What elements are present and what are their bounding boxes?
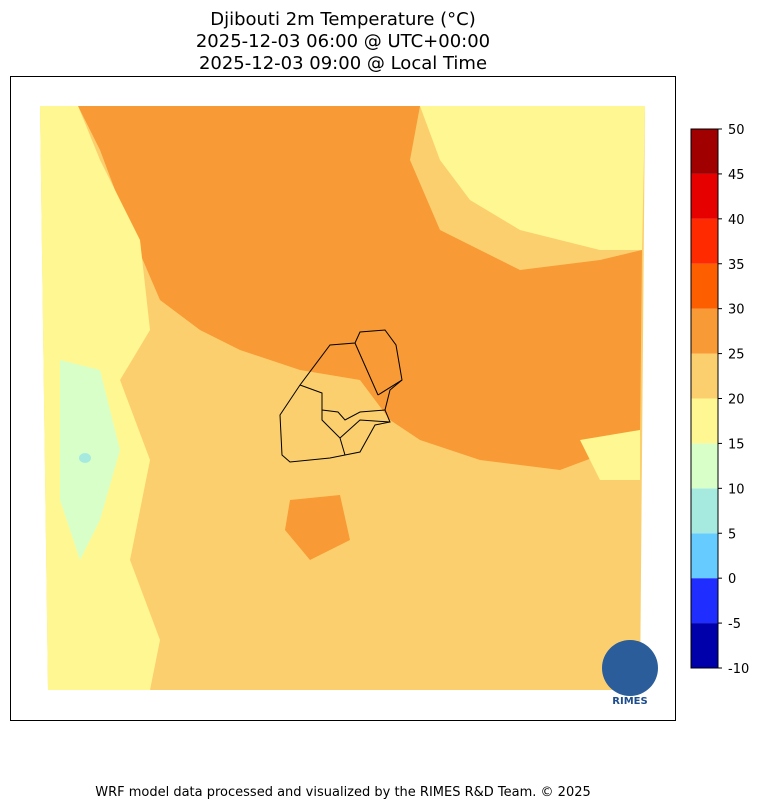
field-coolest xyxy=(79,453,91,463)
colorbar-tick-label: 50 xyxy=(728,123,745,138)
colorbar-segment xyxy=(691,578,718,624)
country-border xyxy=(279,329,403,463)
colorbar-tick-label: 35 xyxy=(728,258,745,273)
footer: WRF model data processed and visualized … xyxy=(95,785,591,800)
colorbar-segment xyxy=(691,218,718,264)
logo-text: RIMES xyxy=(612,696,647,707)
colorbar-tick-label: 45 xyxy=(728,168,745,183)
colorbar-segment xyxy=(691,308,718,354)
colorbar-tick-label: -10 xyxy=(728,662,749,677)
colorbar-segment xyxy=(691,353,718,399)
temperature-field: RIMES xyxy=(40,106,658,707)
colorbar-segment xyxy=(691,488,718,534)
field-cool xyxy=(420,106,645,250)
field-warm xyxy=(285,495,350,560)
colorbar-tick-label: -5 xyxy=(728,617,741,632)
title-line: Djibouti 2m Temperature (°C) xyxy=(210,9,476,30)
colorbar-tick-label: 15 xyxy=(728,437,745,452)
title-line: 2025-12-03 06:00 @ UTC+00:00 xyxy=(196,31,490,52)
colorbar-segment xyxy=(691,263,718,309)
colorbar-tick-label: 25 xyxy=(728,348,745,363)
colorbar-tick-label: 20 xyxy=(728,393,745,408)
colorbar-tick-label: 30 xyxy=(728,303,745,318)
field-cool xyxy=(580,430,640,480)
region-border xyxy=(299,342,403,456)
colorbar-segment xyxy=(691,129,718,174)
colorbar-tick-label: 40 xyxy=(728,213,745,228)
field-warm xyxy=(78,106,642,470)
colorbar-tick-label: 0 xyxy=(728,572,736,587)
colorbar: -10 -5 0 5 10 15 20 25 30 35 40 45 50 xyxy=(690,123,749,677)
colorbar-segment xyxy=(691,533,718,579)
colorbar-segment xyxy=(691,443,718,489)
colorbar-segment xyxy=(691,173,718,219)
logo xyxy=(602,640,658,696)
colorbar-tick-label: 5 xyxy=(728,527,736,542)
colorbar-segment xyxy=(691,398,718,444)
title-line: 2025-12-03 09:00 @ Local Time xyxy=(199,53,487,74)
colorbar-tick-label: 10 xyxy=(728,482,745,497)
colorbar-segment xyxy=(691,623,718,668)
